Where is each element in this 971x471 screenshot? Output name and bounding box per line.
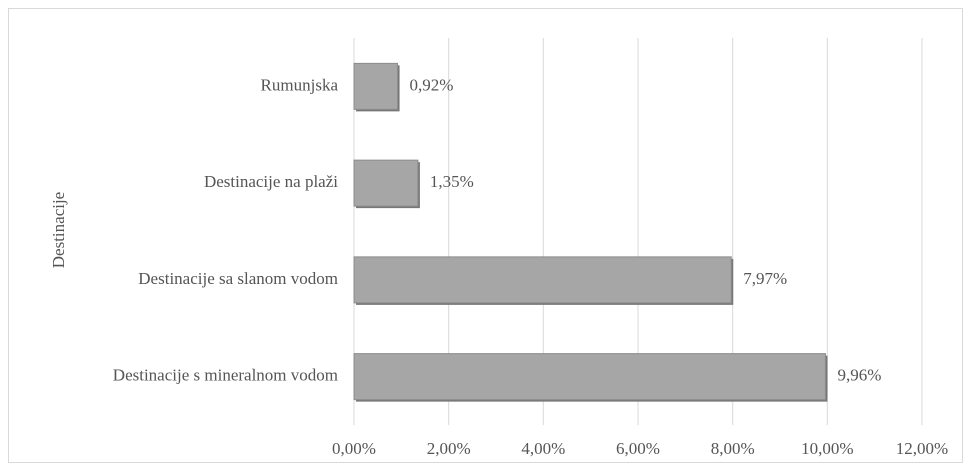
x-tick-label: 12,00%: [896, 439, 948, 458]
bar: [353, 62, 399, 110]
y-axis-label: Destinacije: [49, 192, 68, 268]
y-tick-label: Destinacije sa slanom vodom: [138, 269, 338, 288]
bar: [353, 159, 419, 207]
value-label: 0,92%: [410, 75, 454, 94]
x-tick-label: 10,00%: [801, 439, 853, 458]
x-tick-label: 4,00%: [521, 439, 565, 458]
x-tick-label: 2,00%: [427, 439, 471, 458]
value-label: 1,35%: [430, 172, 474, 191]
value-label: 9,96%: [837, 366, 881, 385]
y-tick-label: Destinacije s mineralnom vodom: [113, 366, 338, 385]
value-label: 7,97%: [743, 269, 787, 288]
bar: [353, 353, 826, 401]
y-tick-label: Destinacije na plaži: [204, 172, 338, 191]
y-tick-label: Rumunjska: [261, 75, 339, 94]
x-tick-label: 8,00%: [711, 439, 755, 458]
x-tick-label: 6,00%: [616, 439, 660, 458]
bar: [353, 256, 732, 304]
x-tick-label: 0,00%: [332, 439, 376, 458]
